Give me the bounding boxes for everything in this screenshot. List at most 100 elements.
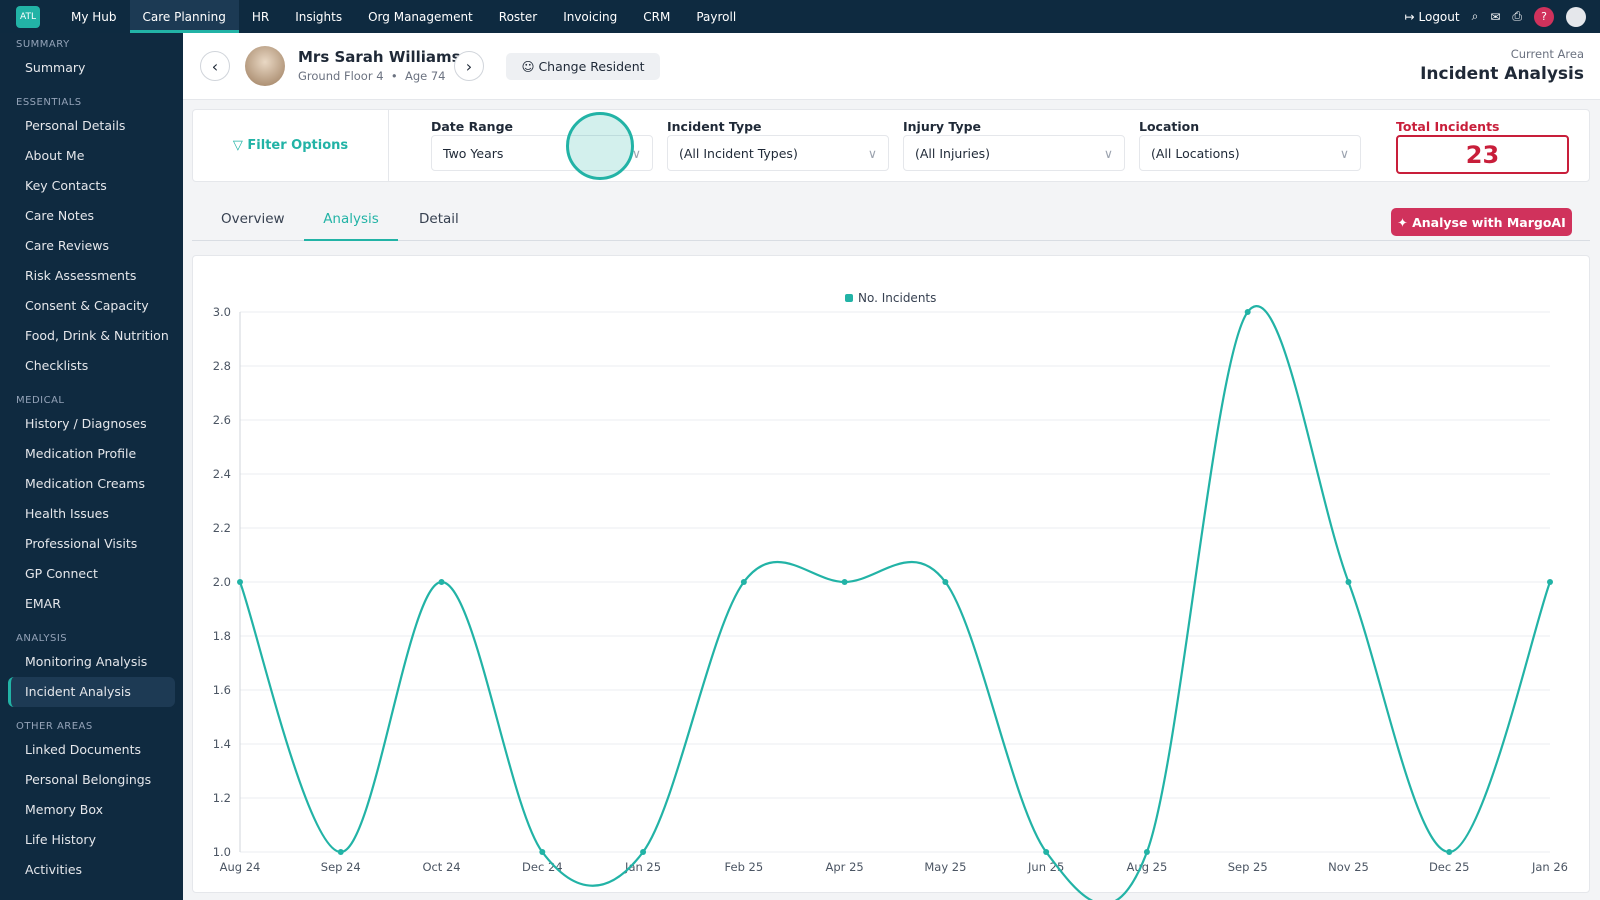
- legend-swatch: [845, 294, 853, 302]
- nav-item[interactable]: Roster: [498, 9, 538, 24]
- sidebar-item[interactable]: Risk Assessments: [25, 268, 137, 283]
- sidebar-item[interactable]: Incident Analysis: [8, 677, 175, 707]
- filter-label: Location: [1139, 119, 1200, 134]
- y-tick-label: 3.0: [213, 305, 231, 319]
- nav-item[interactable]: Invoicing: [563, 9, 618, 24]
- sidebar-item[interactable]: Life History: [25, 832, 96, 847]
- y-tick-label: 2.0: [213, 575, 231, 589]
- sidebar-item[interactable]: About Me: [25, 148, 85, 163]
- filter-value: Two Years: [443, 145, 504, 161]
- nav-item[interactable]: CRM: [643, 9, 671, 24]
- nav-item[interactable]: Insights: [295, 9, 343, 24]
- chevron: ∨: [631, 145, 641, 161]
- logout[interactable]: ↦ Logout: [1404, 9, 1460, 24]
- sidebar-item[interactable]: Professional Visits: [25, 536, 138, 551]
- filter-options[interactable]: ▽ Filter Options: [193, 110, 389, 181]
- chart-card: [192, 255, 1590, 893]
- section-title: ESSENTIALS: [16, 97, 82, 108]
- sidebar-item[interactable]: Medication Profile: [25, 446, 137, 461]
- nav-item[interactable]: HR: [251, 9, 270, 24]
- nav-item[interactable]: Care Planning: [129, 0, 239, 33]
- sidebar-item[interactable]: Linked Documents: [25, 742, 142, 757]
- sidebar-item[interactable]: Activities: [25, 862, 83, 877]
- legend-label: No. Incidents: [858, 291, 936, 305]
- tab[interactable]: Detail: [419, 211, 459, 227]
- filter-select[interactable]: Two Years ∨: [431, 135, 653, 171]
- print-icon[interactable]: ⎙: [1512, 9, 1522, 23]
- sidebar-item[interactable]: History / Diagnoses: [25, 416, 147, 431]
- x-tick-label: Apr 25: [826, 860, 864, 874]
- prev-resident[interactable]: ‹: [200, 51, 230, 81]
- sidebar-item[interactable]: EMAR: [25, 596, 61, 611]
- filter-select[interactable]: (All Locations) ∨: [1139, 135, 1361, 171]
- point: [740, 579, 747, 585]
- section-title: ANALYSIS: [16, 633, 68, 644]
- point: [237, 579, 243, 585]
- x-tick-label: Sep 25: [1228, 860, 1268, 874]
- floor: Ground Floor 4: [298, 69, 384, 83]
- sidebar-item[interactable]: Memory Box: [25, 802, 104, 817]
- point: [438, 579, 445, 585]
- y-tick-label: 1.6: [213, 683, 231, 697]
- sidebar-item[interactable]: Summary: [25, 60, 86, 75]
- resident-photo: [245, 46, 285, 86]
- next-resident[interactable]: ›: [454, 51, 484, 81]
- total-label: Total Incidents: [1396, 119, 1500, 134]
- x-tick-label: Feb 25: [725, 860, 764, 874]
- y-tick-label: 1.4: [213, 737, 231, 751]
- sidebar-item[interactable]: Care Reviews: [25, 238, 110, 253]
- sidebar-item[interactable]: Personal Details: [25, 118, 126, 133]
- nav-items: My Hub Care Planning HR Insights Org Managem…: [58, 0, 749, 33]
- y-tick-label: 1.2: [213, 791, 231, 805]
- sidebar-item[interactable]: Consent & Capacity: [25, 298, 149, 313]
- sidebar-item[interactable]: Checklists: [25, 358, 89, 373]
- sidebar-item[interactable]: Care Notes: [25, 208, 95, 223]
- help[interactable]: ?: [1534, 6, 1554, 27]
- tab-active[interactable]: Analysis: [304, 211, 398, 241]
- logout-text: Logout: [1418, 9, 1460, 24]
- point: [1345, 579, 1352, 585]
- y-tick-label: 1.0: [213, 845, 231, 859]
- filter-label: Date Range: [431, 119, 514, 134]
- mail-icon[interactable]: ✉: [1490, 9, 1501, 24]
- sidebar-item[interactable]: Medication Creams: [25, 476, 145, 491]
- change-resident-text: Change Resident: [538, 59, 645, 74]
- tab[interactable]: Overview: [221, 211, 285, 227]
- sidebar-item[interactable]: GP Connect: [25, 566, 98, 581]
- change-resident[interactable]: ☺ Change Resident: [506, 53, 660, 80]
- sidebar-item[interactable]: Health Issues: [25, 506, 109, 521]
- filter-value: (All Incident Types): [679, 145, 798, 161]
- x-tick-label: Sep 24: [321, 860, 361, 874]
- logo[interactable]: ATL: [16, 5, 40, 28]
- point: [1244, 309, 1251, 315]
- sidebar-item[interactable]: Key Contacts: [25, 178, 107, 193]
- sidebar-item[interactable]: Food, Drink & Nutrition: [25, 328, 169, 343]
- x-tick-label: Dec 25: [1429, 860, 1470, 874]
- filter-value: (All Injuries): [915, 145, 991, 161]
- point: [841, 579, 848, 585]
- series-line: [238, 305, 1552, 900]
- user-avatar[interactable]: [1566, 6, 1586, 27]
- ai-button-text: Analyse with MargoAI: [1412, 214, 1566, 230]
- nav-item[interactable]: Org Management: [368, 9, 473, 24]
- point: [337, 849, 344, 855]
- point: [1547, 579, 1553, 585]
- filter-select[interactable]: (All Incident Types) ∨: [667, 135, 889, 171]
- x-tick-label: Oct 24: [422, 860, 460, 874]
- y-tick-label: 2.8: [213, 359, 231, 373]
- filter-title: Filter Options: [247, 138, 349, 153]
- sidebar-item[interactable]: Personal Belongings: [25, 772, 152, 787]
- point: [942, 579, 949, 585]
- filter-select[interactable]: (All Injuries) ∨: [903, 135, 1125, 171]
- chevron: ∨: [1339, 145, 1349, 161]
- nav-item[interactable]: My Hub: [71, 9, 117, 24]
- ai-button[interactable]: ✦ Analyse with MargoAI: [1391, 208, 1572, 236]
- section-title: SUMMARY: [16, 39, 70, 50]
- sidebar-item[interactable]: Monitoring Analysis: [25, 654, 148, 669]
- search-icon[interactable]: ⌕: [1471, 9, 1479, 23]
- nav-item[interactable]: Payroll: [696, 9, 737, 24]
- age: Age 74: [404, 69, 446, 83]
- resident-name: Mrs Sarah Williams: [298, 48, 461, 66]
